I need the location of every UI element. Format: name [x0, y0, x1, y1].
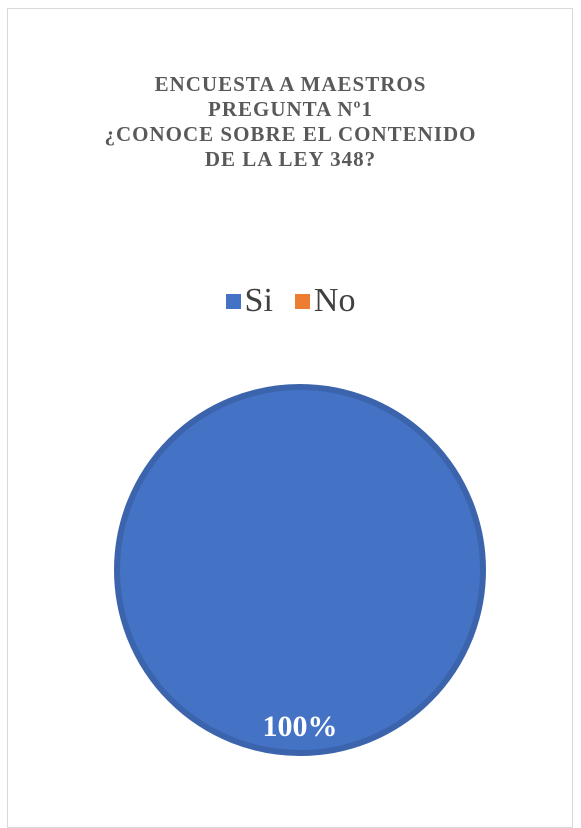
legend-swatch-si: [225, 293, 241, 309]
data-label-si: 100%: [263, 710, 338, 743]
chart-title-line-3: ¿CONOCE SOBRE EL CONTENIDO: [104, 122, 477, 146]
legend-item-no: No: [294, 282, 356, 320]
chart-title-line-1: ENCUESTA A MAESTROS: [154, 72, 427, 96]
chart-legend: Si No: [0, 282, 581, 320]
chart-title-line-2: PREGUNTA Nº1: [208, 97, 373, 121]
chart-title-line-4: DE LA LEY 348?: [204, 147, 377, 171]
legend-label-si: Si: [244, 282, 273, 319]
legend-item-si: Si: [225, 282, 273, 320]
legend-swatch-no: [294, 293, 310, 309]
pie-slice-si: [114, 384, 486, 756]
legend-label-no: No: [313, 282, 356, 319]
chart-title: ENCUESTA A MAESTROS PREGUNTA Nº1 ¿CONOCE…: [0, 72, 581, 172]
